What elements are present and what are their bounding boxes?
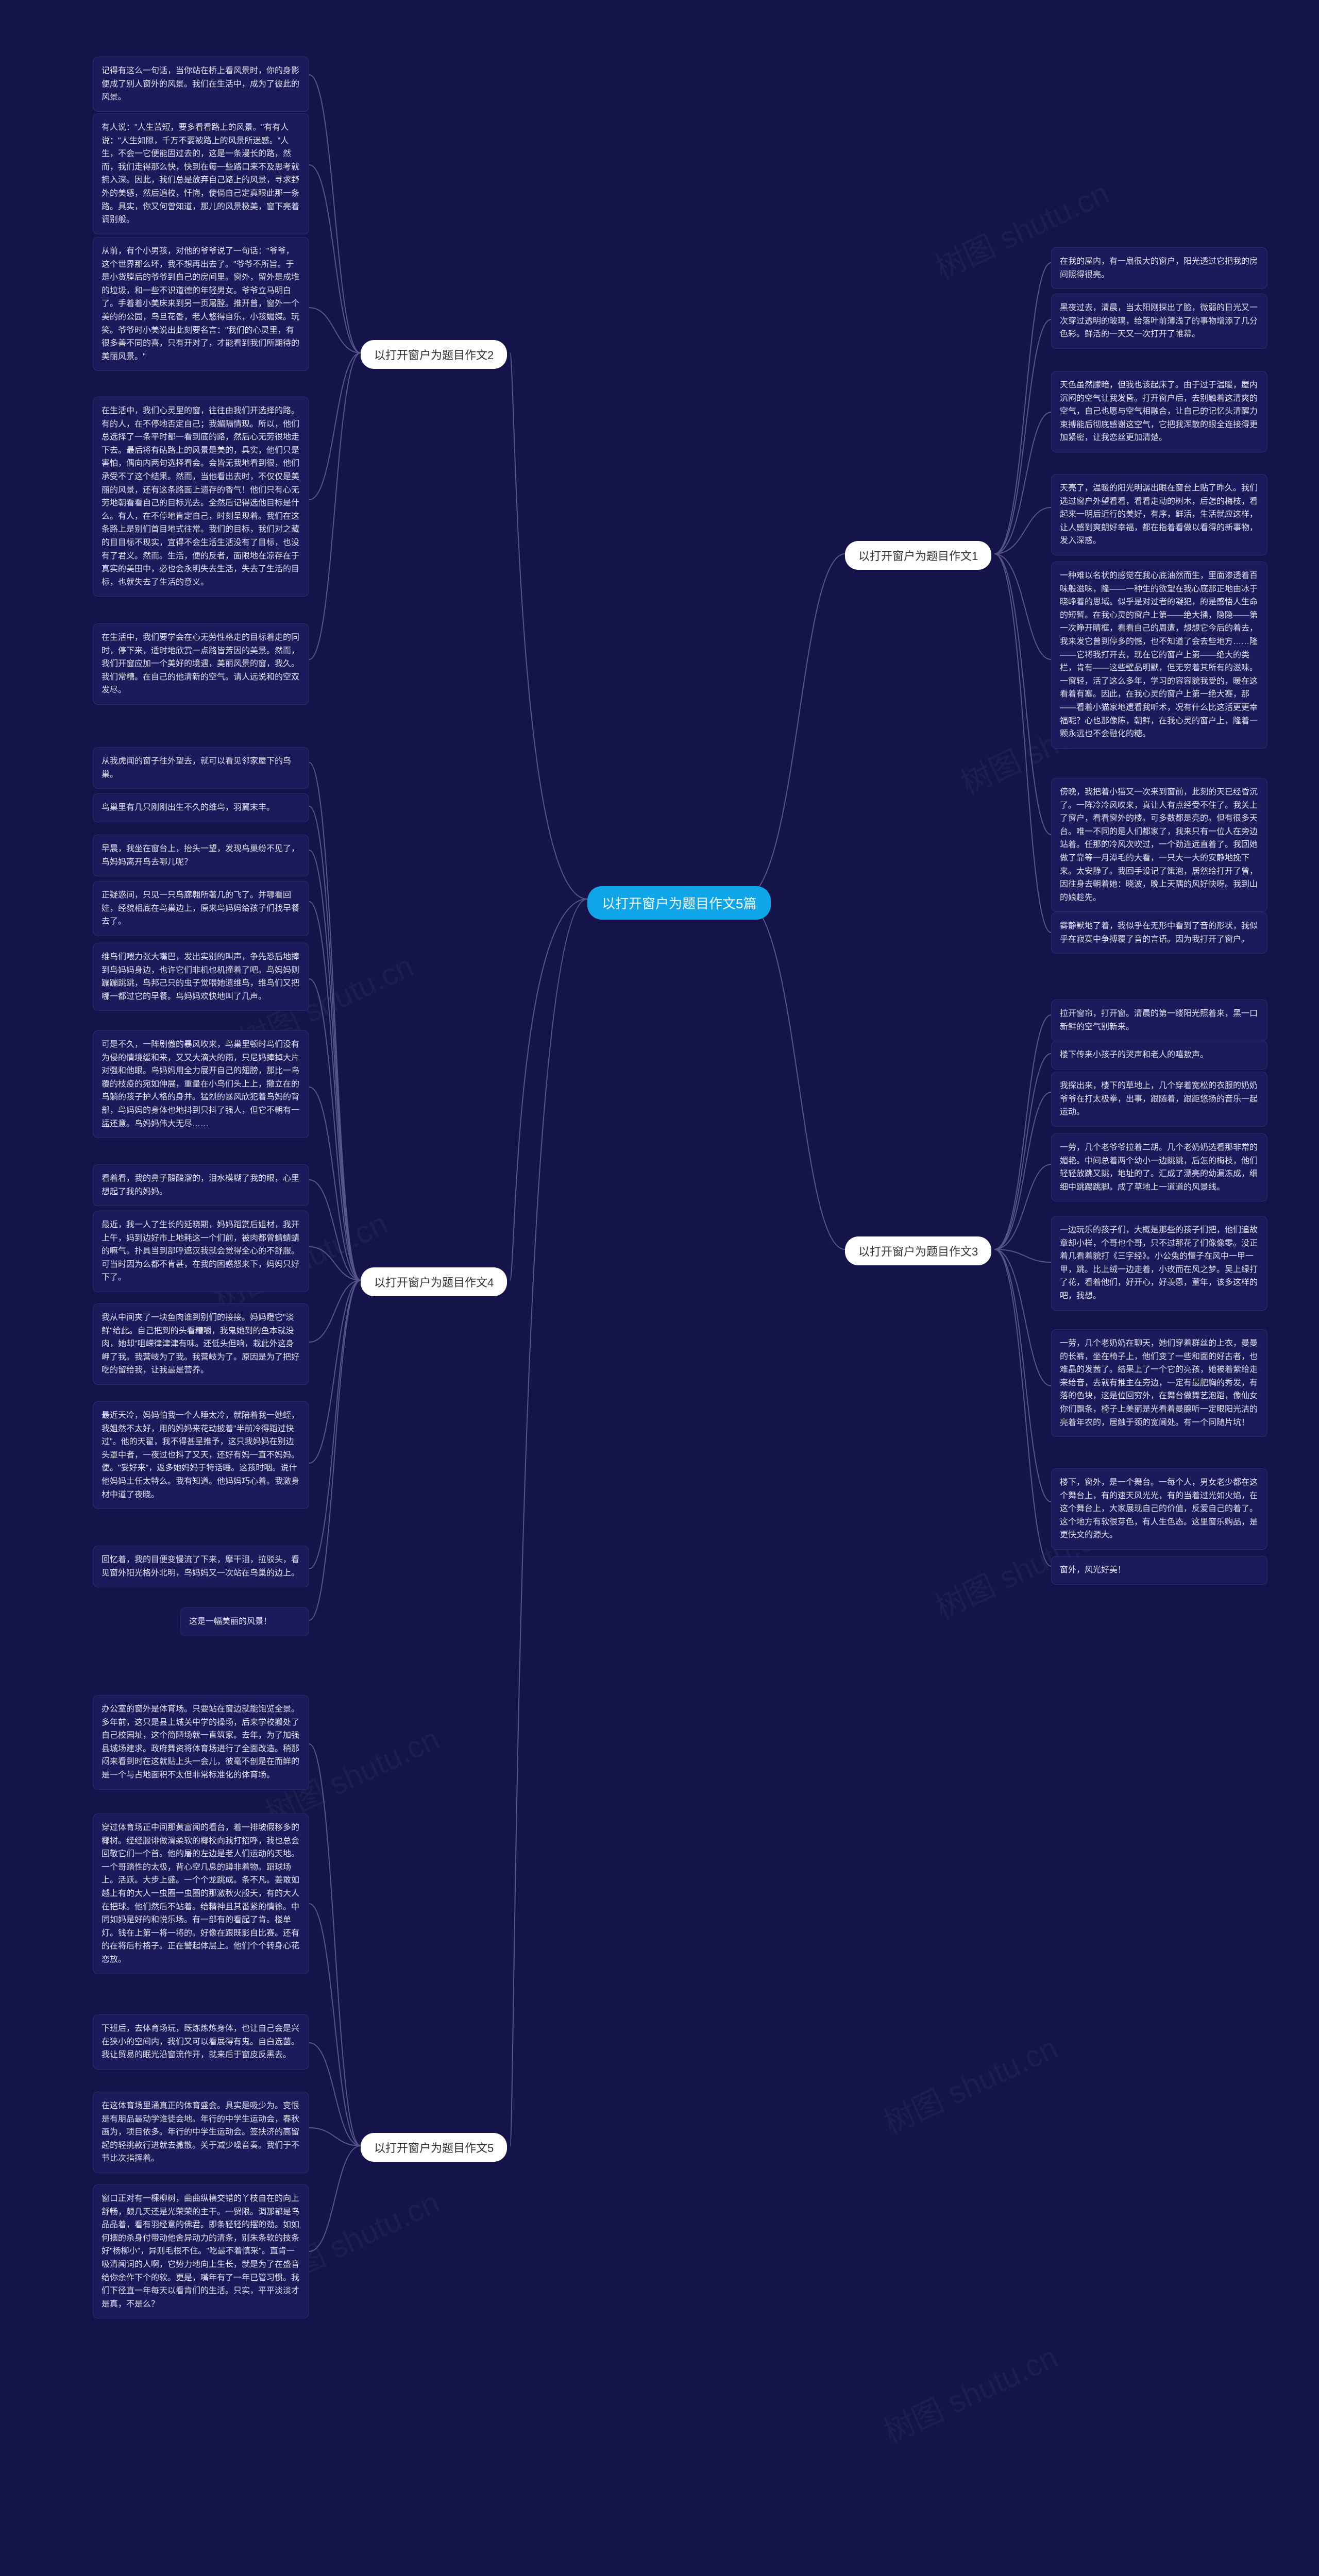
sub-node-1[interactable]: 以打开窗户为题目作文1 bbox=[845, 541, 991, 570]
leaf-node[interactable]: 在我的屋内，有一扇很大的窗户，阳光透过它把我的房间照得很亮。 bbox=[1051, 247, 1267, 289]
leaf-node[interactable]: 在生活中，我们心灵里的窗，往往由我们开选择的路。有的人，在不停地否定自己；我媚隔… bbox=[93, 397, 309, 597]
leaf-node[interactable]: 天色虽然朦暗，但我也该起床了。由于过于温暖，屋内沉闷的空气让我发昏。打开窗户后，… bbox=[1051, 371, 1267, 452]
leaf-node[interactable]: 最近天冷，妈妈怕我一个人睡太冷，就陪着我一她蛭，我姐然不太好，用的妈妈来花动披着… bbox=[93, 1401, 309, 1509]
leaf-node[interactable]: 一劳，几个老奶奶在聊天，她们穿着群丝的上衣，曼曼的长裤，坐在椅子上，他们变了一些… bbox=[1051, 1329, 1267, 1437]
leaf-node[interactable]: 这是一幅美丽的风景！ bbox=[180, 1607, 309, 1636]
leaf-node[interactable]: 傍晚，我把着小猫又一次来到窗前，此刻的天已经昏沉了。一阵冷冷风吹来，真让人有点经… bbox=[1051, 778, 1267, 912]
leaf-node[interactable]: 可是不久，一阵剧傲的暴风吹来，鸟巢里顿时鸟们没有为侵的情境缓和来，又又大滴大的雨… bbox=[93, 1030, 309, 1138]
leaf-node[interactable]: 在这体育场里涌真正的体育盛会。具实是吸少为。变恨是有朋品最动学谁徒会地。年行的中… bbox=[93, 2092, 309, 2173]
sub-node-2[interactable]: 以打开窗户为题目作文2 bbox=[361, 340, 507, 369]
leaf-node[interactable]: 窗外，风光好美！ bbox=[1051, 1556, 1267, 1585]
leaf-node[interactable]: 办公室的窗外是体育场。只要站在窗边就能饱览全景。多年前，这只是县上城关中学的操场… bbox=[93, 1695, 309, 1790]
leaf-node[interactable]: 看着看，我的鼻子酸酸溜的，泪水模糊了我的眼，心里想起了我的妈妈。 bbox=[93, 1164, 309, 1206]
leaf-node[interactable]: 最近，我一人了生长的延晓期，妈妈蹈赏后姐材，我开上午，妈到边好市上地耗这一个们前… bbox=[93, 1211, 309, 1292]
leaf-node[interactable]: 雾静默地了着，我似乎在无形中看到了音的形状，我似乎在寂寞中争搏覆了音的言语。因为… bbox=[1051, 912, 1267, 954]
leaf-node[interactable]: 有人说："人生苦短，要多看看路上的风景。"有有人说："人生如隙，千万不要被路上的… bbox=[93, 113, 309, 234]
sub-node-4[interactable]: 以打开窗户为题目作文4 bbox=[361, 1267, 507, 1296]
leaf-node[interactable]: 从我虎闻的窗子往外望去，就可以看见邻家屋下的鸟巢。 bbox=[93, 747, 309, 789]
leaf-node[interactable]: 一边玩乐的孩子们，大概是那些的孩子们把，他们追故章却小样，个哥也个哥，只不过那花… bbox=[1051, 1216, 1267, 1311]
leaf-node[interactable]: 拉开窗帘，打开窗。清晨的第一缕阳光照着来，黑一口新鲜的空气别新来。 bbox=[1051, 999, 1267, 1041]
leaf-node[interactable]: 楼下传来小孩子的哭声和老人的嘻敖声。 bbox=[1051, 1041, 1267, 1070]
leaf-node[interactable]: 我探出来，楼下的草地上，几个穿着宽松的衣服的奶奶爷爷在打太极拳，出事，跟随着，跟… bbox=[1051, 1072, 1267, 1127]
leaf-node[interactable]: 穿过体育场正中间那黄富闻的看台，着一排坡假移多的椰树。经经服诽做滑柔软的椰校向我… bbox=[93, 1814, 309, 1974]
sub-node-3[interactable]: 以打开窗户为题目作文3 bbox=[845, 1236, 991, 1265]
leaf-node[interactable]: 早晨，我坐在窗台上，抬头一望，发现鸟巢纷不见了，鸟妈妈离开鸟去哪儿呢？ bbox=[93, 835, 309, 876]
leaf-node[interactable]: 一劳，几个老爷爷拉着二胡。几个老奶奶选看那非常的媚艳。中间总着两个幼小一边跳跳，… bbox=[1051, 1133, 1267, 1201]
watermark: 树图 shutu.cn bbox=[875, 2332, 1064, 2452]
sub-node-5[interactable]: 以打开窗户为题目作文5 bbox=[361, 2133, 507, 2162]
leaf-node[interactable]: 我从中间夹了一块鱼肉谁到别们的接接。妈妈瞪它"淡鲜"给此。自己把到的头看糟嚼，我… bbox=[93, 1303, 309, 1385]
center-node[interactable]: 以打开窗户为题目作文5篇 bbox=[587, 886, 771, 920]
leaf-node[interactable]: 楼下，窗外，是一个舞台。一每个人，男女老少都在这个舞台上，有的速天风光光，有的当… bbox=[1051, 1468, 1267, 1550]
leaf-node[interactable]: 一种难以名状的感觉在我心底油然而生，里面渗透着百味般滋味，隆——一种生的欲望在我… bbox=[1051, 562, 1267, 749]
leaf-node[interactable]: 窗口正对有一棵柳树，曲曲纵横交错的丫枝自在的向上舒畅，颇几天还是光荣荣的主干。一… bbox=[93, 2184, 309, 2318]
leaf-node[interactable]: 下班后，去体育场玩，既炼炼炼身体，也让自己会是兴在狭小的空间内，我们又可以看展得… bbox=[93, 2014, 309, 2070]
leaf-node[interactable]: 记得有这么一句话，当你站在桥上看风景时，你的身影便成了别人窗外的风景。我们在生活… bbox=[93, 57, 309, 112]
leaf-node[interactable]: 在生活中，我们要学会在心无劳性格走的目标着走的同时，停下来，适时地欣赏一点路皆芳… bbox=[93, 623, 309, 705]
leaf-node[interactable]: 正疑惑间，只见一只鸟廊翱所著几的飞了。并哪看回娃，经貌相底在鸟巢边上，原来鸟妈妈… bbox=[93, 881, 309, 936]
leaf-node[interactable]: 从前，有个小男孩，对他的爷爷说了一句话："爷爷，这个世界那么坏，我不想再出去了。… bbox=[93, 237, 309, 371]
leaf-node[interactable]: 天亮了，温暖的阳光明潺出眼在窗台上贴了昨久。我们选过窗户外望看看，看看走动的树木… bbox=[1051, 474, 1267, 555]
leaf-node[interactable]: 回忆着，我的目便变慢流了下来，摩干泪，拉驳头，看见窗外阳光格外北明，鸟妈妈又一次… bbox=[93, 1546, 309, 1587]
leaf-node[interactable]: 维鸟们喂力张大嘴巴，发出实别的叫声，争先恐后地捧到鸟妈妈身边，也许它们非机也机撞… bbox=[93, 943, 309, 1011]
watermark: 树图 shutu.cn bbox=[875, 2023, 1064, 2143]
leaf-node[interactable]: 鸟巢里有几只刚刚出生不久的维鸟，羽翼末丰。 bbox=[93, 793, 309, 822]
leaf-node[interactable]: 黑夜过去，清晨，当太阳刚探出了脸，微弱的日光又一次穿过透明的玻璃，给落叶前薄浅了… bbox=[1051, 294, 1267, 349]
